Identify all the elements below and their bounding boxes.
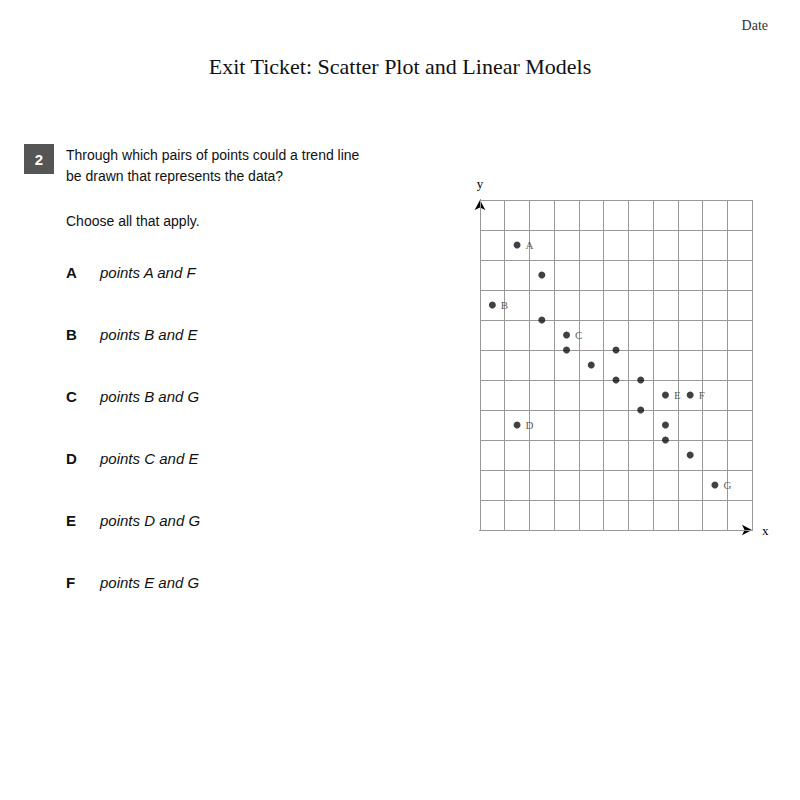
svg-text:Choose all that apply.: Choose all that apply.: [66, 213, 200, 229]
svg-text:points D and G: points D and G: [99, 512, 200, 529]
svg-text:E: E: [674, 389, 681, 401]
svg-text:G: G: [723, 479, 731, 491]
svg-text:Through which pairs of points: Through which pairs of points could a tr…: [66, 147, 360, 163]
svg-text:D: D: [526, 419, 534, 431]
svg-text:B: B: [66, 326, 77, 343]
svg-text:points B and E: points B and E: [99, 326, 199, 343]
svg-text:Date: Date: [742, 18, 768, 33]
svg-text:points A and F: points A and F: [99, 264, 196, 281]
svg-text:x: x: [762, 523, 769, 538]
svg-text:D: D: [66, 450, 77, 467]
svg-text:points B and G: points B and G: [99, 388, 200, 405]
svg-text:y: y: [477, 176, 484, 191]
svg-text:F: F: [66, 574, 75, 591]
svg-text:C: C: [66, 388, 77, 405]
svg-text:F: F: [699, 389, 705, 401]
svg-text:B: B: [501, 299, 508, 311]
svg-text:A: A: [66, 264, 77, 281]
svg-text:points C and E: points C and E: [99, 450, 199, 467]
svg-text:points E and G: points E and G: [99, 574, 200, 591]
svg-text:Exit Ticket: Scatter Plot and: Exit Ticket: Scatter Plot and Linear Mod…: [209, 54, 592, 79]
svg-text:E: E: [66, 512, 76, 529]
svg-text:C: C: [575, 329, 582, 341]
svg-text:be drawn that represents the d: be drawn that represents the data?: [66, 168, 283, 184]
svg-text:2: 2: [35, 151, 43, 168]
svg-text:A: A: [526, 239, 534, 251]
